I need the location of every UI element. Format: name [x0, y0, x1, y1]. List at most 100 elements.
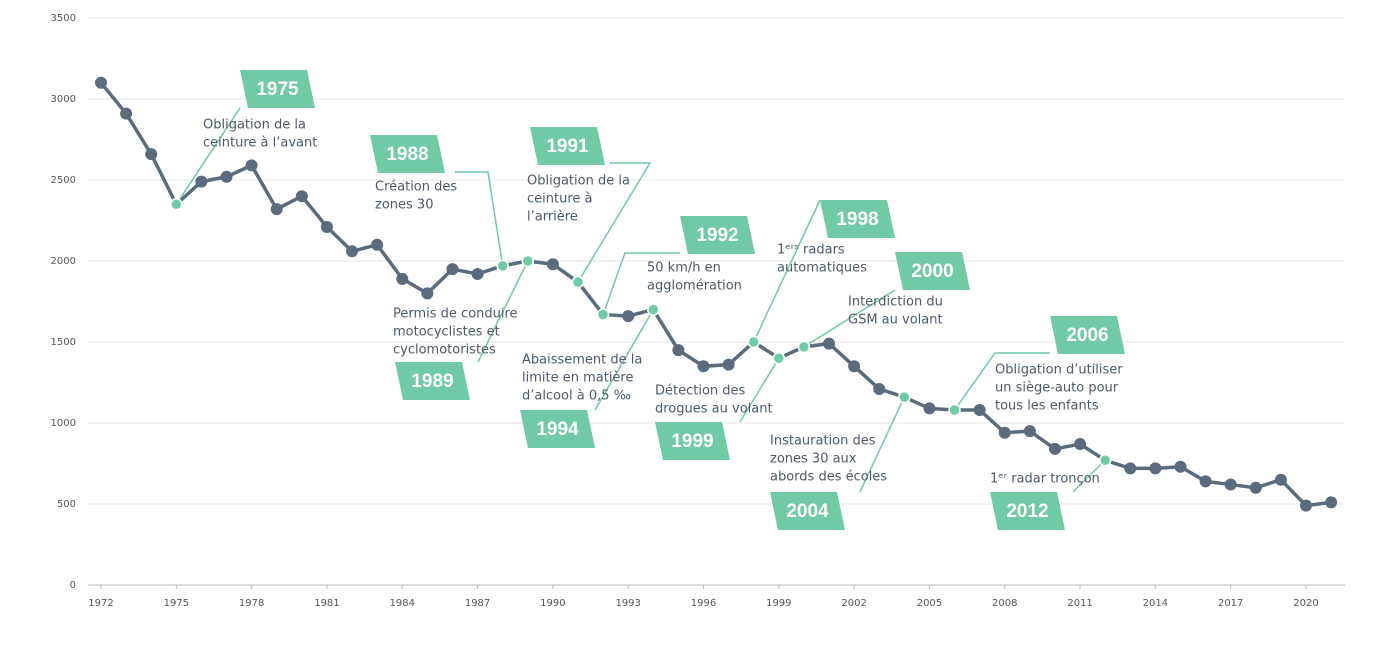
data-point	[1100, 455, 1111, 466]
x-tick-label: 1981	[314, 598, 339, 609]
year-label: 1975	[256, 79, 299, 100]
data-point	[246, 159, 258, 171]
year-label: 2000	[911, 261, 953, 282]
data-point	[497, 260, 508, 271]
y-tick-label: 500	[57, 499, 76, 510]
year-label: 1994	[536, 419, 579, 440]
annotation-text: tous les enfants	[995, 399, 1099, 414]
data-point	[296, 190, 308, 202]
data-point	[171, 199, 182, 210]
data-point	[472, 268, 484, 280]
data-point	[547, 258, 559, 270]
data-point	[1275, 474, 1287, 486]
x-tick-label: 2002	[841, 598, 866, 609]
data-point	[1124, 462, 1136, 474]
data-point	[371, 239, 383, 251]
annotation-text: Abaissement de la	[522, 353, 642, 368]
data-point	[823, 338, 835, 350]
data-point	[622, 310, 634, 322]
data-point	[1250, 482, 1262, 494]
data-point	[120, 108, 132, 120]
annotation-text: l’arrière	[527, 210, 578, 225]
data-point	[145, 148, 157, 160]
year-label: 1992	[696, 225, 738, 246]
y-tick-label: 2000	[51, 256, 76, 267]
data-point	[999, 427, 1011, 439]
data-point	[648, 304, 659, 315]
annotation-text: Détection des	[655, 384, 746, 399]
data-point	[1174, 461, 1186, 473]
year-label: 1989	[411, 371, 453, 392]
data-point	[446, 263, 458, 275]
annotation-text: un siège-auto pour	[995, 381, 1119, 396]
annotation-text: zones 30 aux	[770, 452, 857, 467]
data-point	[321, 221, 333, 233]
annotation-text: abords des écoles	[770, 470, 887, 485]
x-tick-label: 2014	[1143, 598, 1168, 609]
y-tick-label: 1000	[51, 418, 76, 429]
data-point	[848, 360, 860, 372]
data-point	[1074, 438, 1086, 450]
annotation-text: cyclomotoristes	[393, 343, 496, 358]
data-point	[974, 404, 986, 416]
x-tick-label: 1996	[691, 598, 716, 609]
chart: 0500100015002000250030003500197219751978…	[0, 0, 1375, 665]
x-tick-label: 2011	[1067, 598, 1092, 609]
x-tick-label: 1990	[540, 598, 565, 609]
data-point	[572, 277, 583, 288]
annotation-connector	[455, 172, 503, 266]
x-tick-label: 1993	[615, 598, 640, 609]
annotation-text: 1ᵉʳˢ radars	[777, 243, 845, 258]
annotation-text: 1ᵉʳ radar tronçon	[990, 472, 1100, 487]
x-tick-label: 1978	[239, 598, 264, 609]
annotation-text: Instauration des	[770, 434, 876, 449]
data-point	[798, 341, 809, 352]
data-point	[923, 402, 935, 414]
data-point	[1024, 425, 1036, 437]
data-point	[421, 287, 433, 299]
data-point	[195, 176, 207, 188]
annotation-text: agglomération	[647, 279, 742, 294]
annotation-text: ceinture à l’avant	[203, 136, 317, 151]
y-tick-label: 3000	[51, 94, 76, 105]
year-label: 1991	[546, 136, 589, 157]
annotation-text: limite en matière	[522, 371, 634, 386]
data-point	[748, 337, 759, 348]
year-label: 2012	[1006, 501, 1048, 522]
year-label: 1998	[836, 209, 878, 230]
data-point	[1200, 475, 1212, 487]
x-tick-label: 1972	[88, 598, 113, 609]
x-tick-label: 1987	[465, 598, 490, 609]
data-point	[873, 383, 885, 395]
data-point	[773, 353, 784, 364]
x-tick-label: 1984	[390, 598, 415, 609]
data-point	[723, 359, 735, 371]
year-label: 1999	[671, 431, 713, 452]
year-label: 2004	[786, 501, 829, 522]
data-point	[1225, 479, 1237, 491]
annotation-text: automatiques	[777, 261, 867, 276]
data-point	[598, 309, 609, 320]
annotation-text: d’alcool à 0,5 ‰	[522, 389, 631, 404]
x-tick-label: 2017	[1218, 598, 1243, 609]
annotation-text: Obligation de la	[203, 118, 306, 133]
annotation-text: Création des	[375, 180, 457, 195]
data-point	[221, 171, 233, 183]
y-tick-label: 2500	[51, 175, 76, 186]
annotation-text: motocyclistes et	[393, 325, 500, 340]
x-tick-label: 1975	[164, 598, 189, 609]
year-label: 1988	[386, 144, 428, 165]
x-tick-label: 2020	[1293, 598, 1318, 609]
annotation-text: Obligation d’utiliser	[995, 363, 1123, 378]
data-point	[1300, 500, 1312, 512]
data-point	[1049, 443, 1061, 455]
x-tick-label: 2005	[917, 598, 942, 609]
annotation-text: 50 km/h en	[647, 261, 721, 276]
data-point	[271, 203, 283, 215]
data-point	[672, 344, 684, 356]
data-point	[95, 77, 107, 89]
data-point	[396, 273, 408, 285]
y-tick-label: 0	[70, 580, 76, 591]
data-point	[899, 392, 910, 403]
x-tick-label: 2008	[992, 598, 1017, 609]
